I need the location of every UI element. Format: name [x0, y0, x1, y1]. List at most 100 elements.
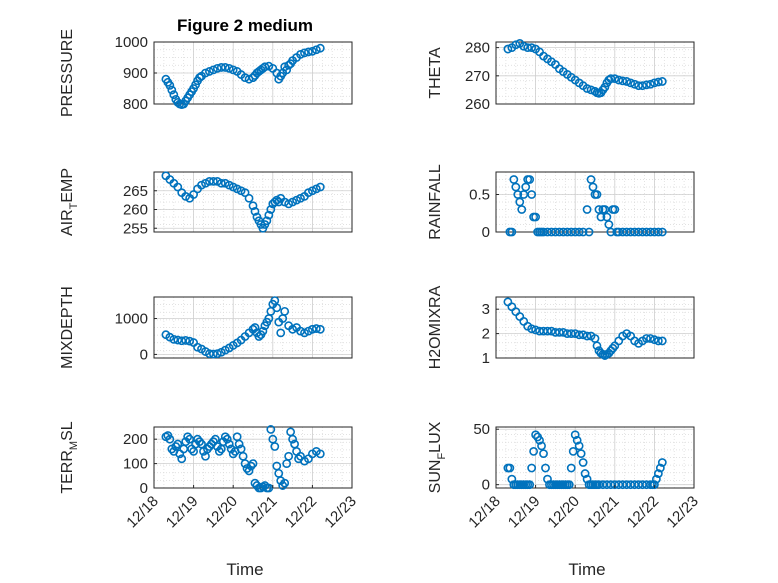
y-tick-label: 900	[123, 65, 148, 82]
data-point	[171, 442, 181, 451]
data-point	[266, 205, 276, 214]
y-tick-label: 0	[140, 346, 148, 363]
x-tick-label: 12/21	[242, 493, 281, 532]
x-tick-label: 12/18	[123, 493, 162, 532]
y-axis-label: TERRMSL	[59, 421, 80, 493]
x-tick-label: 12/18	[465, 493, 504, 532]
x-tick-label: 12/23	[663, 493, 702, 532]
data-point	[214, 446, 224, 456]
data-point	[177, 454, 187, 464]
data-point	[208, 349, 218, 359]
data-point	[212, 349, 222, 359]
data-point	[646, 79, 655, 89]
data-point	[527, 43, 537, 53]
data-point	[604, 75, 614, 85]
data-point	[535, 435, 544, 445]
data-point	[564, 480, 574, 490]
data-point	[266, 425, 276, 434]
y-tick-label: 0	[482, 224, 490, 241]
data-point	[576, 449, 586, 459]
data-point	[580, 469, 590, 478]
data-point	[525, 480, 535, 490]
data-point	[578, 458, 588, 467]
data-point	[244, 193, 254, 203]
x-tick-label: 12/21	[584, 493, 623, 532]
data-point	[527, 190, 537, 199]
data-point	[578, 227, 588, 237]
y-tick-label: 50	[473, 421, 490, 438]
data-point	[653, 227, 663, 237]
y-tick-label: 0	[140, 480, 148, 497]
data-point	[570, 329, 580, 338]
figure-title: Figure 2 medium	[177, 16, 313, 35]
data-point	[531, 430, 540, 440]
data-point	[582, 84, 592, 93]
data-point	[270, 442, 280, 451]
data-point	[574, 227, 584, 237]
y-axis-label: MIXDEPTH	[59, 286, 76, 369]
data-point	[167, 85, 177, 95]
y-tick-label: 280	[465, 40, 490, 57]
data-point	[651, 474, 661, 484]
data-point	[185, 336, 195, 346]
data-point	[311, 45, 321, 55]
data-point	[173, 439, 183, 449]
data-point	[638, 81, 647, 91]
x-tick-label: 12/22	[624, 493, 663, 532]
panel-h2omixra: 1 2 3 H2OMIXRA	[427, 285, 695, 369]
x-axis-label-left: Time	[226, 560, 263, 579]
panel-sun_flux: 0 50 SUNFLUX 12/18 12/19 12/20 12/21 12/22 12/23	[427, 421, 702, 531]
data-point	[282, 65, 292, 75]
panel-theta: 260 270 280 THETA	[427, 39, 695, 113]
data-point	[212, 63, 222, 73]
y-tick-label: 260	[465, 96, 490, 113]
data-point	[610, 74, 620, 84]
y-tick-label: 100	[123, 456, 148, 473]
x-tick-label: 12/23	[321, 493, 360, 532]
data-point	[531, 212, 540, 222]
data-point	[653, 77, 663, 87]
data-point	[622, 77, 632, 86]
y-axis-label: SUNFLUX	[427, 421, 448, 493]
data-point	[288, 434, 297, 444]
data-point	[216, 178, 226, 188]
data-point	[181, 336, 191, 345]
data-point	[205, 67, 214, 76]
x-tick-label: 12/20	[202, 493, 241, 532]
data-point	[195, 437, 204, 447]
data-point	[574, 330, 584, 340]
data-point	[250, 206, 260, 216]
axes-border	[495, 171, 695, 233]
y-tick-label: 255	[123, 220, 148, 237]
data-point	[195, 73, 204, 83]
data-point	[630, 79, 639, 89]
data-point	[505, 463, 515, 473]
data-point	[189, 190, 198, 199]
data-point	[517, 205, 527, 214]
y-axis-label: THETA	[427, 47, 444, 99]
y-tick-label: 260	[123, 202, 148, 219]
y-tick-label: 1	[482, 350, 490, 367]
data-point	[574, 441, 584, 451]
panel-terr_msl: 0 100 200 TERRMSL 12/18 12/19 12/20 12/21 12/22 1…	[59, 421, 360, 531]
data-point	[228, 449, 238, 459]
x-tick-label: 12/19	[163, 493, 202, 532]
data-point	[224, 63, 234, 73]
axes-border	[153, 296, 353, 359]
data-point	[634, 81, 643, 91]
y-tick-label: 800	[123, 96, 148, 113]
axes-border	[495, 41, 695, 105]
data-point	[248, 459, 258, 468]
x-tick-label: 12/20	[544, 493, 583, 532]
data-point	[531, 325, 540, 335]
panel-rainfall: 0 0.5 RAINFALL	[427, 164, 695, 241]
panel-pressure: 800 900 1000 PRESSURE	[59, 29, 353, 117]
data-point	[582, 474, 592, 484]
data-point	[280, 306, 290, 316]
data-point	[315, 324, 325, 334]
data-point	[657, 77, 667, 86]
y-tick-label: 265	[123, 183, 148, 200]
data-point	[248, 201, 258, 211]
data-point	[650, 335, 659, 345]
